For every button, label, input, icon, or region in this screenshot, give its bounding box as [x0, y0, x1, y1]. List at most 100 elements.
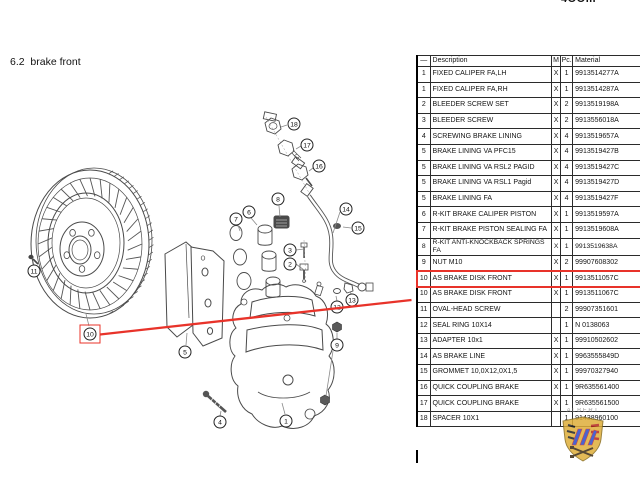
- cell-description: BRAKE LINING VA RSL1 Pagid: [430, 175, 553, 192]
- cell-m: X: [551, 175, 562, 192]
- callout-4[interactable]: 4: [213, 415, 227, 429]
- parts-table-body: 1 FIXED CALIPER FA,LH X 1 9913514277A 1 FIXED …: [416, 66, 640, 428]
- cell-pc: 1: [560, 66, 574, 83]
- cell-material: 99907351601: [572, 302, 640, 319]
- table-row[interactable]: 5 BRAKE LINING VA RSL1 Pagid X 4 9913519427D: [417, 175, 640, 192]
- cell-pos: 4: [417, 128, 431, 145]
- cell-description: BLEEDER SCREW: [430, 113, 553, 130]
- cell-pc: 4: [560, 128, 574, 145]
- cell-material: 9913511067C: [572, 286, 640, 303]
- brake-caliper: [229, 281, 335, 429]
- callout-12[interactable]: 12: [330, 300, 344, 314]
- cell-description: QUICK COUPLING BRAKE: [430, 395, 553, 412]
- table-row[interactable]: 17 QUICK COUPLING BRAKE X 1 9R635561500: [417, 395, 640, 412]
- cell-pos: 14: [417, 348, 431, 366]
- cell-material: 9913519638A: [572, 238, 640, 256]
- table-border-stub: [416, 450, 418, 463]
- coupling-fittings: [262, 111, 314, 198]
- callout-10[interactable]: 10: [79, 324, 101, 344]
- bleeder-screws: [265, 116, 313, 285]
- cell-description: QUICK COUPLING BRAKE: [430, 380, 553, 397]
- table-row[interactable]: 11 OVAL-HEAD SCREW 2 99907351601: [417, 302, 640, 319]
- cell-description: GROMMET 10,0X12,0X1,5: [430, 364, 553, 381]
- cell-material: 9913511057C: [572, 271, 640, 288]
- callout-7[interactable]: 7: [229, 212, 243, 226]
- cell-description: BRAKE LINING VA RSL2 PAGID: [430, 160, 553, 177]
- cell-m: X: [551, 128, 562, 145]
- cell-m: X: [551, 348, 562, 366]
- cell-pc: 2: [560, 302, 574, 319]
- table-row[interactable]: 15 GROMMET 10,0X12,0X1,5 X 1 99970327940: [417, 364, 640, 381]
- table-row[interactable]: 8 R-KIT ANTI-KNOCKBACK SPRINGS FA X 1 991351…: [417, 238, 640, 256]
- callout-3[interactable]: 3: [283, 243, 297, 257]
- table-row[interactable]: 9 NUT M10 X 2 99907608302: [417, 255, 640, 272]
- table-row[interactable]: 10 AS BRAKE DISK FRONT X 1 9913511057C: [416, 270, 640, 288]
- table-row[interactable]: 5 BRAKE LINING FA X 4 9913519427F: [417, 191, 640, 208]
- cell-pc: 1: [560, 348, 574, 366]
- piston-seals: [229, 225, 252, 290]
- callout-9[interactable]: 9: [330, 338, 344, 352]
- cell-material: 9913519198A: [572, 97, 640, 114]
- cell-m: X: [551, 222, 562, 239]
- cell-material: 9R635561500: [572, 395, 640, 412]
- cell-m: X: [551, 66, 562, 83]
- callout-5[interactable]: 5: [178, 345, 192, 359]
- callout-1[interactable]: 1: [279, 414, 293, 428]
- table-row[interactable]: 10 AS BRAKE DISK FRONT X 1 9913511067C: [417, 286, 640, 303]
- cell-material: 9R635561400: [572, 380, 640, 397]
- table-row[interactable]: 5 BRAKE LINING VA PFC15 X 4 9913519427B: [417, 144, 640, 161]
- table-row[interactable]: 1 FIXED CALIPER FA,RH X 1 9913514287A: [417, 82, 640, 99]
- cell-pc: 1: [560, 222, 574, 239]
- cell-description: FIXED CALIPER FA,RH: [430, 82, 553, 99]
- cell-pos: 18: [417, 411, 431, 428]
- table-row[interactable]: 1 FIXED CALIPER FA,LH X 1 9913514277A: [417, 66, 640, 83]
- cell-description: BLEEDER SCREW SET: [430, 97, 553, 114]
- callout-15[interactable]: 15: [351, 221, 365, 235]
- cell-pc: 1: [560, 395, 574, 412]
- table-header-row: — Description M Pc. Material: [417, 55, 640, 67]
- cell-material: 9913514287A: [572, 82, 640, 99]
- callout-8[interactable]: 8: [271, 192, 285, 206]
- cell-pc: 2: [560, 97, 574, 114]
- cell-pc: 1: [560, 411, 574, 428]
- table-row[interactable]: 7 R-KIT BRAKE PISTON SEALING FA X 1 99135196…: [417, 222, 640, 239]
- brake-disc: [30, 167, 154, 319]
- table-row[interactable]: 13 ADAPTER 10x1 X 1 99910502602: [417, 333, 640, 350]
- table-row[interactable]: 14 AS BRAKE LINE X 1 9963555849D: [417, 348, 640, 366]
- cell-description: SCREWING BRAKE LINING: [430, 128, 553, 145]
- cell-pc: 4: [560, 144, 574, 161]
- cell-pc: 2: [560, 255, 574, 272]
- table-row[interactable]: 2 BLEEDER SCREW SET X 2 9913519198A: [417, 97, 640, 114]
- table-row[interactable]: 16 QUICK COUPLING BRAKE X 1 9R635561400: [417, 380, 640, 397]
- cell-pc: 1: [560, 271, 574, 288]
- callout-2[interactable]: 2: [283, 257, 297, 271]
- callout-14[interactable]: 14: [339, 202, 353, 216]
- cell-material: 9913519427F: [572, 191, 640, 208]
- cell-pos: 3: [417, 113, 431, 130]
- table-row[interactable]: 18 SPACER 10X1 1 91438960100: [417, 411, 640, 428]
- cell-description: R-KIT BRAKE CALIPER PISTON: [430, 206, 553, 223]
- callout-17[interactable]: 17: [300, 138, 314, 152]
- table-row[interactable]: 6 R-KIT BRAKE CALIPER PISTON X 1 9913519597A: [417, 206, 640, 223]
- cell-pos: 5: [417, 175, 431, 192]
- cell-pc: 4: [560, 191, 574, 208]
- cell-pc: 1: [560, 333, 574, 350]
- cell-pos: 1: [417, 82, 431, 99]
- cell-m: X: [551, 113, 562, 130]
- table-row[interactable]: 3 BLEEDER SCREW X 2 9913556018A: [417, 113, 640, 130]
- callout-6[interactable]: 6: [242, 205, 256, 219]
- cell-m: X: [551, 97, 562, 114]
- caliper-pistons: [257, 224, 281, 298]
- table-row[interactable]: 4 SCREWING BRAKE LINING X 4 9913519657A: [417, 128, 640, 145]
- cell-pos: 15: [417, 364, 431, 381]
- callout-13[interactable]: 13: [345, 293, 359, 307]
- cell-material: 9913519597A: [572, 206, 640, 223]
- table-row[interactable]: 5 BRAKE LINING VA RSL2 PAGID X 4 9913519427C: [417, 160, 640, 177]
- cell-pc: 2: [560, 113, 574, 130]
- cell-pos: 10: [417, 271, 431, 288]
- callout-18[interactable]: 18: [287, 117, 301, 131]
- callout-11[interactable]: 11: [27, 264, 41, 278]
- cell-pc: 1: [560, 238, 574, 256]
- table-row[interactable]: 12 SEAL RING 10X14 1 N 0138063: [417, 317, 640, 334]
- callout-16[interactable]: 16: [312, 159, 326, 173]
